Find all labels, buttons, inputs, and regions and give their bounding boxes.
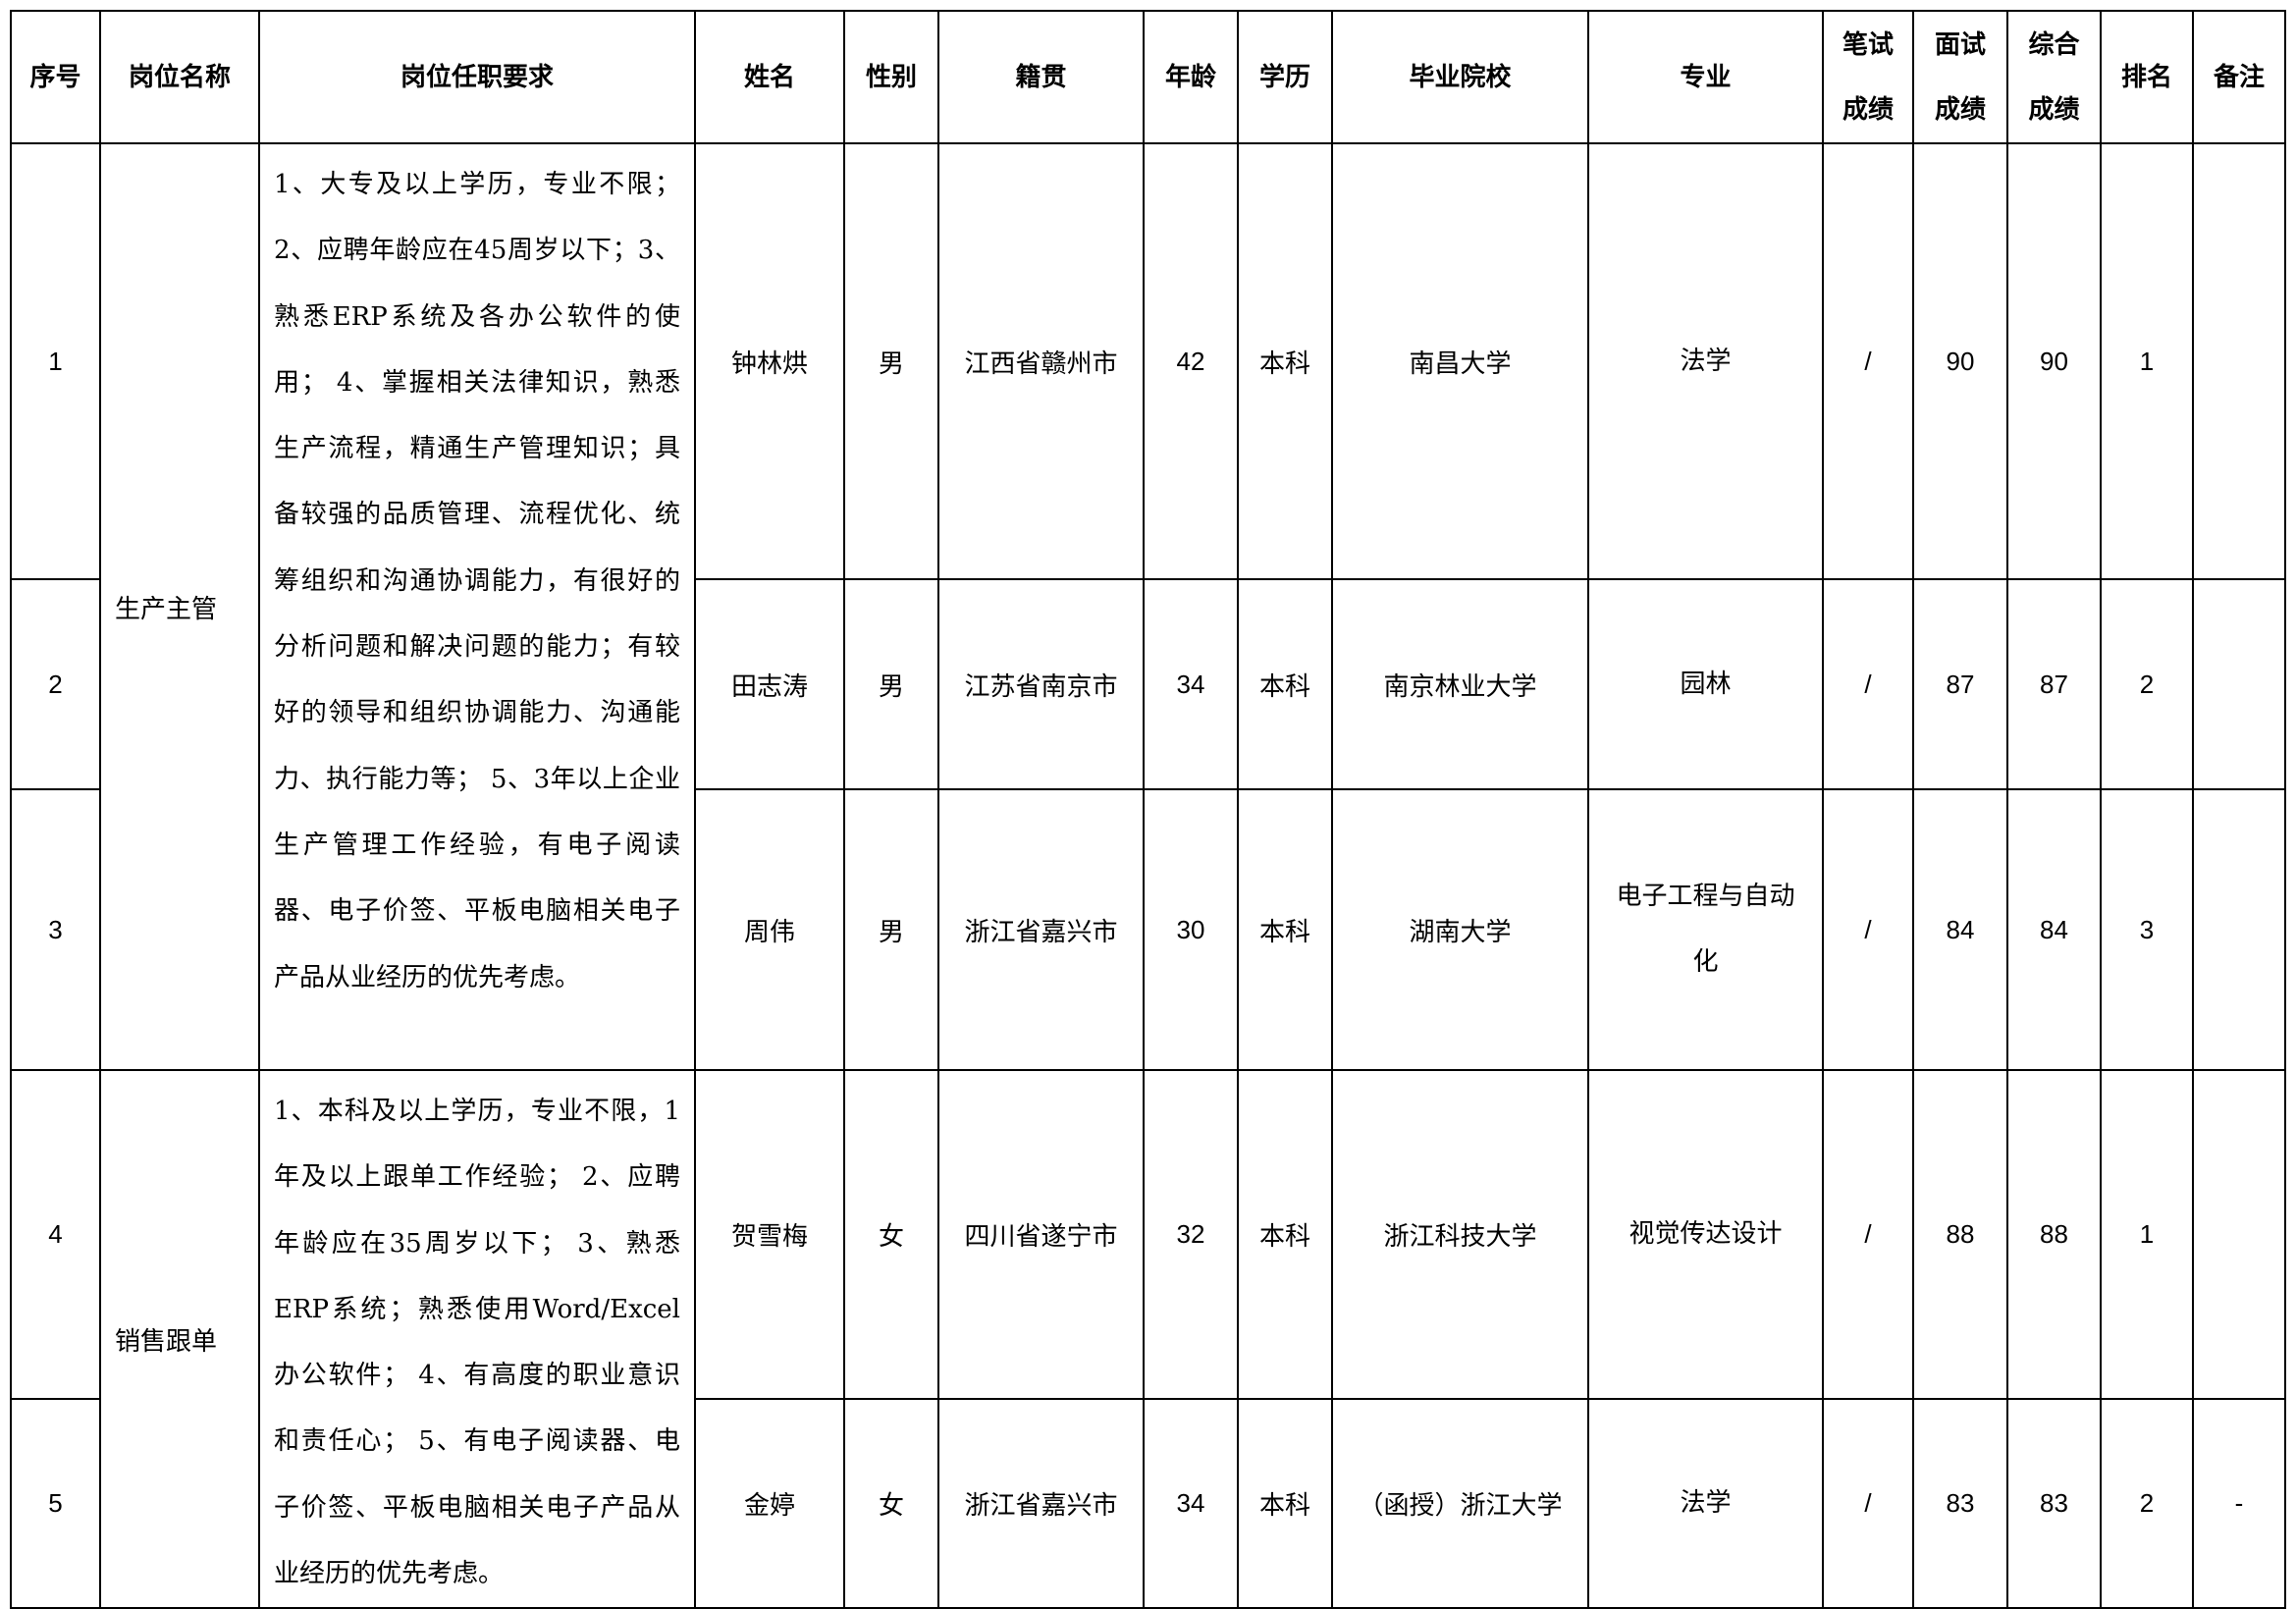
cell-written: / [1822, 142, 1914, 580]
cell-major: 电子工程与自动化 [1587, 788, 1824, 1071]
header-written-score: 笔试 成绩 [1822, 10, 1914, 144]
cell-major: 法学 [1587, 142, 1824, 580]
cell-remarks [2192, 788, 2286, 1071]
cell-origin: 江西省赣州市 [937, 142, 1145, 580]
cell-position: 生产主管 [99, 142, 260, 1071]
cell-age: 42 [1143, 142, 1239, 580]
cell-age: 34 [1143, 578, 1239, 790]
header-major: 专业 [1587, 10, 1824, 144]
cell-education: 本科 [1237, 142, 1333, 580]
header-interview-line1: 面试 [1934, 29, 1986, 60]
cell-rank: 2 [2100, 578, 2194, 790]
header-interview-score: 面试 成绩 [1912, 10, 2008, 144]
table-row: 4 销售跟单 1、本科及以上学历，专业不限，1年及以上跟单工作经验； 2、应聘年… [10, 1068, 2286, 1609]
cell-remarks [2192, 1069, 2286, 1400]
cell-name: 钟林烘 [694, 142, 845, 580]
cell-name: 贺雪梅 [694, 1069, 845, 1400]
header-total-line1: 综合 [2028, 29, 2080, 60]
cell-school: 浙江科技大学 [1331, 1069, 1589, 1400]
cell-seq: 2 [10, 578, 101, 790]
header-total-line2: 成绩 [2028, 94, 2080, 125]
header-school: 毕业院校 [1331, 10, 1589, 144]
candidate-results-table: 序号 岗位名称 岗位任职要求 姓名 性别 籍贯 年龄 学历 毕业院校 专业 笔试… [10, 10, 2286, 1609]
header-origin: 籍贯 [937, 10, 1145, 144]
cell-major: 法学 [1587, 1397, 1824, 1609]
cell-written: / [1822, 578, 1914, 790]
cell-total: 90 [2006, 142, 2102, 580]
cell-origin: 四川省遂宁市 [937, 1069, 1145, 1400]
header-written-line2: 成绩 [1842, 94, 1894, 125]
header-age: 年龄 [1143, 10, 1239, 144]
header-interview-line2: 成绩 [1934, 94, 1986, 125]
header-rank: 排名 [2100, 10, 2194, 144]
cell-school: 南京林业大学 [1331, 578, 1589, 790]
cell-education: 本科 [1237, 1397, 1333, 1609]
cell-interview: 88 [1912, 1069, 2008, 1400]
cell-requirements: 1、本科及以上学历，专业不限，1年及以上跟单工作经验； 2、应聘年龄应在35周岁… [258, 1068, 696, 1609]
cell-school: 湖南大学 [1331, 788, 1589, 1071]
cell-age: 30 [1143, 788, 1239, 1071]
cell-total: 84 [2006, 788, 2102, 1071]
header-requirements: 岗位任职要求 [258, 10, 696, 144]
cell-interview: 83 [1912, 1397, 2008, 1609]
cell-position: 销售跟单 [99, 1068, 260, 1609]
table-row: 2 田志涛 男 江苏省南京市 34 本科 南京林业大学 园林 / 87 87 2 [10, 578, 2286, 790]
cell-rank: 2 [2100, 1397, 2194, 1609]
header-seq: 序号 [10, 10, 101, 144]
cell-interview: 90 [1912, 142, 2008, 580]
cell-origin: 浙江省嘉兴市 [937, 788, 1145, 1071]
header-row: 序号 岗位名称 岗位任职要求 姓名 性别 籍贯 年龄 学历 毕业院校 专业 笔试… [10, 10, 2286, 144]
cell-school: 南昌大学 [1331, 142, 1589, 580]
cell-rank: 1 [2100, 142, 2194, 580]
cell-seq: 3 [10, 788, 101, 1071]
cell-name: 田志涛 [694, 578, 845, 790]
header-written-line1: 笔试 [1842, 29, 1894, 60]
cell-remarks: - [2192, 1397, 2286, 1609]
header-education: 学历 [1237, 10, 1333, 144]
cell-name: 金婷 [694, 1397, 845, 1609]
cell-total: 83 [2006, 1397, 2102, 1609]
cell-remarks [2192, 142, 2286, 580]
cell-gender: 男 [843, 578, 939, 790]
table-row: 1 生产主管 1、大专及以上学历，专业不限；2、应聘年龄应在45周岁以下；3、熟… [10, 142, 2286, 1071]
header-name: 姓名 [694, 10, 845, 144]
cell-written: / [1822, 788, 1914, 1071]
cell-total: 88 [2006, 1069, 2102, 1400]
cell-total: 87 [2006, 578, 2102, 790]
cell-name: 周伟 [694, 788, 845, 1071]
header-remarks: 备注 [2192, 10, 2286, 144]
cell-seq: 5 [10, 1397, 101, 1609]
header-total-score: 综合 成绩 [2006, 10, 2102, 144]
cell-requirements: 1、大专及以上学历，专业不限；2、应聘年龄应在45周岁以下；3、熟悉ERP系统及… [258, 142, 696, 1071]
cell-origin: 江苏省南京市 [937, 578, 1145, 790]
cell-age: 34 [1143, 1397, 1239, 1609]
cell-seq: 4 [10, 1069, 101, 1400]
header-position: 岗位名称 [99, 10, 260, 144]
cell-gender: 女 [843, 1069, 939, 1400]
cell-major: 园林 [1587, 578, 1824, 790]
table-row: 3 周伟 男 浙江省嘉兴市 30 本科 湖南大学 电子工程与自动化 / 84 8… [10, 788, 2286, 1071]
cell-gender: 女 [843, 1397, 939, 1609]
cell-rank: 3 [2100, 788, 2194, 1071]
cell-seq: 1 [10, 142, 101, 580]
cell-written: / [1822, 1397, 1914, 1609]
cell-education: 本科 [1237, 788, 1333, 1071]
cell-remarks [2192, 578, 2286, 790]
cell-interview: 84 [1912, 788, 2008, 1071]
cell-origin: 浙江省嘉兴市 [937, 1397, 1145, 1609]
cell-education: 本科 [1237, 578, 1333, 790]
cell-gender: 男 [843, 142, 939, 580]
cell-written: / [1822, 1069, 1914, 1400]
cell-interview: 87 [1912, 578, 2008, 790]
cell-rank: 1 [2100, 1069, 2194, 1400]
cell-major: 视觉传达设计 [1587, 1069, 1824, 1400]
cell-education: 本科 [1237, 1069, 1333, 1400]
cell-gender: 男 [843, 788, 939, 1071]
header-gender: 性别 [843, 10, 939, 144]
cell-school: （函授）浙江大学 [1331, 1397, 1589, 1609]
cell-age: 32 [1143, 1069, 1239, 1400]
